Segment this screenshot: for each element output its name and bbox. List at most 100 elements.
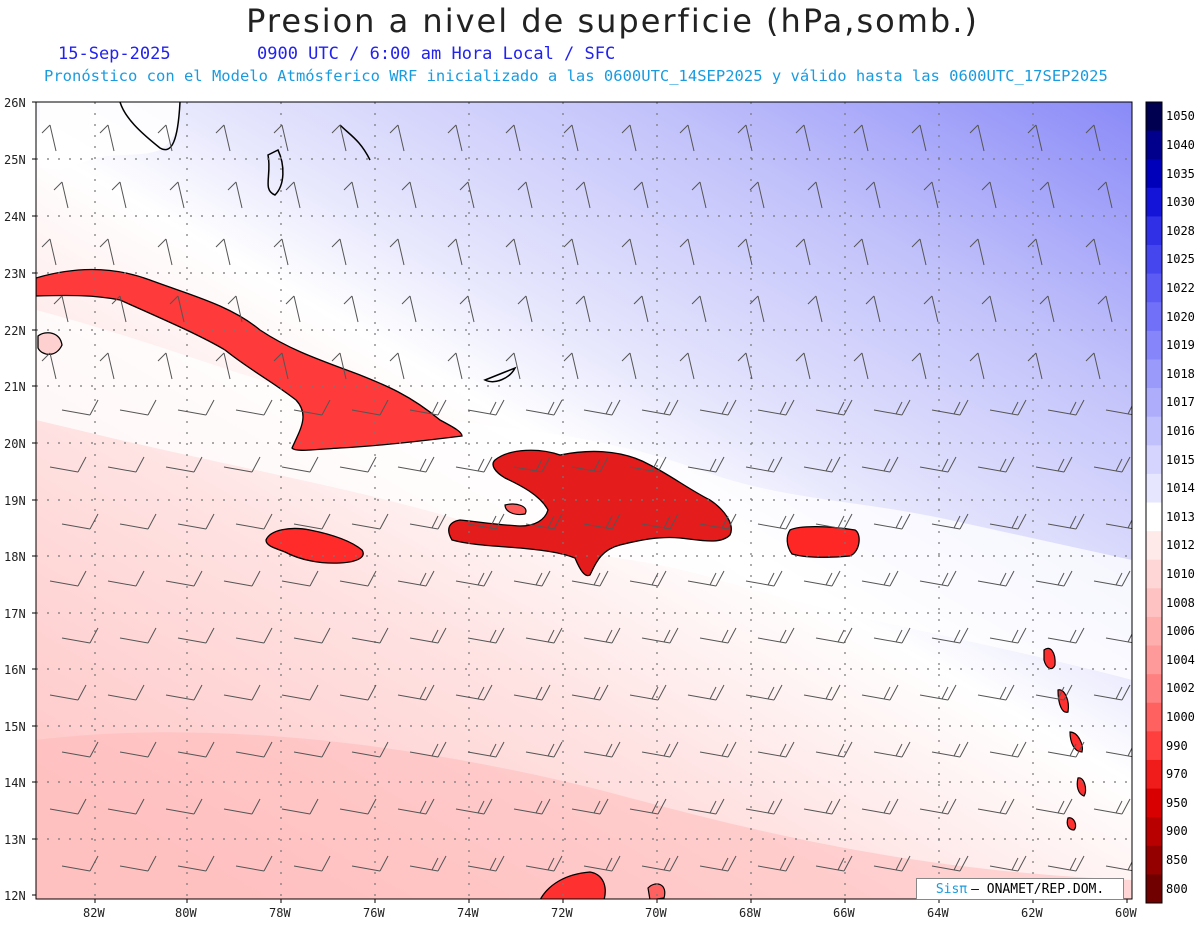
- lat-label: 23N: [4, 267, 26, 281]
- lat-label: 14N: [4, 776, 26, 790]
- wind-barb: [53, 295, 69, 323]
- wind-barb: [281, 570, 319, 587]
- wind-barb: [757, 513, 795, 530]
- hispaniola: [448, 449, 732, 577]
- wind-barb: [177, 627, 215, 644]
- wind-barb: [99, 124, 115, 152]
- forecast-note: Pronóstico con el Modelo Atmósferico WRF…: [44, 67, 1108, 85]
- wind-barb: [1105, 518, 1132, 530]
- wind-barb: [351, 513, 389, 530]
- wind-barb: [969, 238, 985, 266]
- wind-barb: [989, 399, 1027, 416]
- wind-barb: [699, 741, 737, 758]
- colorbar-swatch: [1146, 245, 1162, 275]
- wind-barb: [61, 627, 99, 644]
- colorbar-label: 1004: [1166, 652, 1195, 667]
- wind-barb: [1093, 456, 1131, 473]
- wind-barb: [1085, 238, 1101, 266]
- wind-barb: [513, 798, 551, 815]
- wind-barb: [99, 352, 115, 380]
- wind-barb: [107, 798, 145, 815]
- lat-label: 16N: [4, 663, 26, 677]
- wind-barb: [803, 684, 841, 701]
- wind-barb: [513, 570, 551, 587]
- wind-barb: [931, 855, 969, 872]
- colorbar-swatch: [1146, 616, 1162, 647]
- wind-barb: [169, 181, 185, 209]
- credit-brand: Sisπ: [935, 881, 968, 897]
- wind-barb: [119, 741, 157, 758]
- colorbar-swatch: [1146, 445, 1162, 475]
- wind-barb: [981, 295, 997, 323]
- wind-barb: [177, 741, 215, 758]
- lon-label: 72W: [551, 906, 573, 920]
- colorbar-swatch: [1146, 216, 1162, 246]
- wind-barb: [401, 295, 417, 323]
- wind-barb: [919, 798, 957, 815]
- wind-barb: [981, 181, 997, 209]
- wind-barb: [989, 741, 1027, 758]
- wind-barb: [99, 238, 115, 266]
- wind-barb: [803, 570, 841, 587]
- wind-barb: [583, 855, 621, 872]
- wind-barb: [1105, 404, 1132, 416]
- lat-label: 21N: [4, 380, 26, 394]
- wind-barb: [447, 352, 463, 380]
- wind-barb: [1093, 684, 1131, 701]
- valid-time: 0900 UTC / 6:00 am Hora Local / SFC: [257, 44, 616, 64]
- colorbar-label: 1017: [1166, 395, 1195, 410]
- wind-barb: [1027, 238, 1043, 266]
- wind-barb: [687, 570, 725, 587]
- credit-text: – ONAMET/REP.DOM.: [971, 881, 1105, 897]
- credit-box: Sisπ – ONAMET/REP.DOM.: [916, 878, 1124, 900]
- wind-barb: [641, 513, 679, 530]
- colorbar-label: 1028: [1166, 223, 1195, 238]
- wind-barb: [795, 124, 811, 152]
- wind-barb: [61, 741, 99, 758]
- wind-barb: [505, 352, 521, 380]
- lon-label: 70W: [645, 906, 667, 920]
- wind-barb: [455, 798, 493, 815]
- wind-barb: [119, 855, 157, 872]
- wind-barb: [53, 181, 69, 209]
- cuba: [36, 269, 463, 451]
- wind-barb: [749, 181, 765, 209]
- colorbar-swatch: [1146, 788, 1162, 818]
- wind-barb: [165, 570, 203, 587]
- wind-barb: [513, 456, 551, 473]
- wind-barb: [111, 295, 127, 323]
- colorbar-swatch: [1146, 559, 1162, 589]
- wind-barb: [513, 684, 551, 701]
- wind-barb: [807, 181, 823, 209]
- colorbar-label: 1020: [1166, 309, 1195, 324]
- wind-barb: [467, 627, 505, 644]
- wind-barb: [977, 570, 1015, 587]
- wind-barb: [583, 741, 621, 758]
- wind-barb: [1105, 632, 1132, 644]
- wind-barb: [409, 627, 447, 644]
- wind-barb: [873, 513, 911, 530]
- wind-barb: [401, 181, 417, 209]
- south-america-coast: [539, 871, 606, 899]
- wind-barb: [679, 124, 695, 152]
- wind-barb: [815, 855, 853, 872]
- wind-barb: [1039, 295, 1055, 323]
- wind-barb: [447, 124, 463, 152]
- wind-barbs: [41, 124, 1132, 872]
- lat-label: 15N: [4, 720, 26, 734]
- wind-barb: [447, 238, 463, 266]
- wind-barb: [1047, 741, 1085, 758]
- wind-barb: [679, 238, 695, 266]
- wind-barb: [1035, 684, 1073, 701]
- lat-label: 22N: [4, 324, 26, 338]
- lat-label: 25N: [4, 153, 26, 167]
- wind-barb: [575, 295, 591, 323]
- wind-barb: [853, 238, 869, 266]
- lat-label: 19N: [4, 494, 26, 508]
- colorbar-swatch: [1146, 159, 1162, 189]
- colorbar-label: 1019: [1166, 338, 1195, 353]
- wind-barb: [455, 684, 493, 701]
- colorbar-label: 1014: [1166, 481, 1195, 496]
- wind-barb: [165, 684, 203, 701]
- wind-barb: [807, 295, 823, 323]
